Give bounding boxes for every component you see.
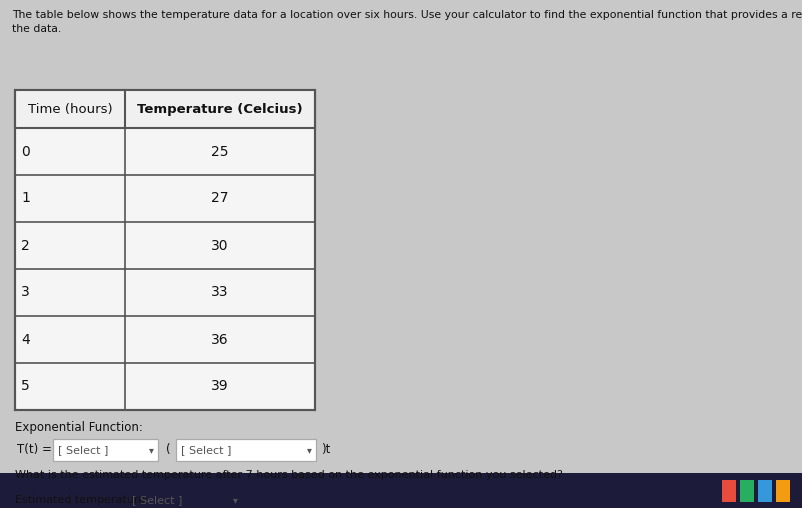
Bar [758,480,772,502]
Text: 4: 4 [21,333,30,346]
Text: Time (hours): Time (hours) [28,103,112,115]
Text: ▾: ▾ [233,495,238,505]
Text: Estimated temperature:: Estimated temperature: [15,495,148,505]
Text: [ Select ]: [ Select ] [181,445,231,455]
Text: Exponential Function:: Exponential Function: [15,422,143,434]
Text: 0: 0 [21,144,30,158]
Bar [776,480,790,502]
Text: 39: 39 [211,379,229,394]
Text: ▾: ▾ [307,445,312,455]
Bar [53,439,158,461]
Bar [0,473,802,508]
Text: (: ( [166,443,171,457]
Bar [740,480,754,502]
Text: 27: 27 [211,192,229,206]
Bar [15,90,315,128]
Bar [15,90,315,410]
Text: 5: 5 [21,379,30,394]
Text: Temperature (Celcius): Temperature (Celcius) [137,103,303,115]
Text: 3: 3 [21,285,30,300]
Bar [127,489,242,508]
Text: 30: 30 [211,238,229,252]
Bar [722,480,736,502]
Text: The table below shows the temperature data for a location over six hours. Use yo: The table below shows the temperature da… [12,10,802,20]
Text: [ Select ]: [ Select ] [58,445,108,455]
Text: [ Select ]: [ Select ] [132,495,182,505]
Text: 2: 2 [21,238,30,252]
Text: 36: 36 [211,333,229,346]
Text: ▾: ▾ [149,445,154,455]
Text: the data.: the data. [12,24,61,34]
Text: T(t) =: T(t) = [17,443,52,457]
Text: 1: 1 [21,192,30,206]
Text: What is the estimated temperature after 7 hours based on the exponential functio: What is the estimated temperature after … [15,470,563,480]
Text: )t: )t [321,443,330,457]
Bar [176,439,316,461]
Text: 33: 33 [211,285,229,300]
Text: 25: 25 [211,144,229,158]
